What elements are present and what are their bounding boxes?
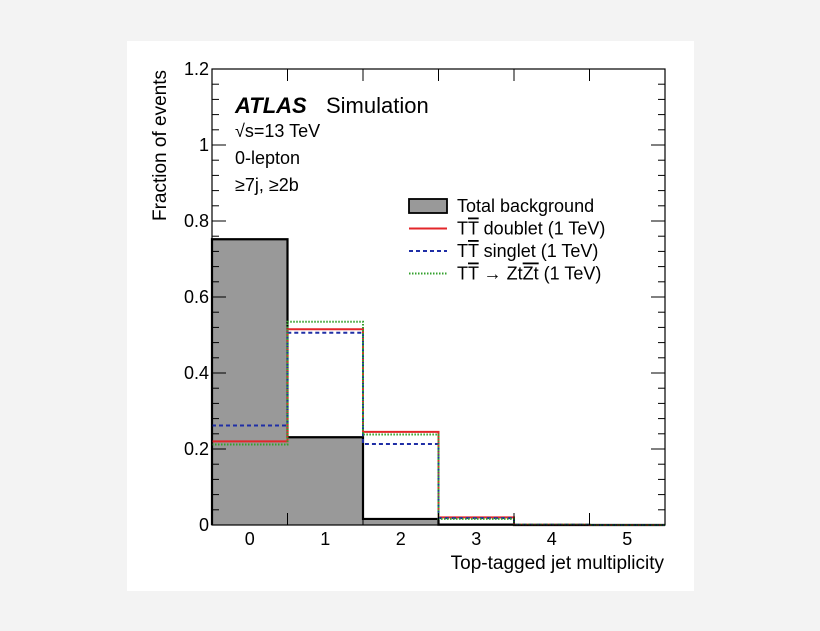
legend-entry-0: Total background <box>457 196 594 216</box>
atlas-annotation: ATLAS Simulation √s=13 TeV 0-lepton ≥7j,… <box>234 93 429 195</box>
energy-label: √s=13 TeV <box>235 121 320 141</box>
y-axis-title: Fraction of events <box>150 70 171 221</box>
legend-entry-3: TT → ZtZt (1 TeV) <box>457 264 601 284</box>
legend: Total background TT doublet (1 TeV)TT sin… <box>408 196 605 284</box>
simulation-label: Simulation <box>326 93 429 118</box>
selection-label: ≥7j, ≥2b <box>235 175 299 195</box>
axis-ticks <box>211 68 666 526</box>
background-bar-1 <box>287 437 363 525</box>
x-axis-title: Top-tagged jet multiplicity <box>451 553 665 574</box>
y-tick-label: 0.2 <box>184 439 209 459</box>
legend-entry-2: TT singlet (1 TeV) <box>457 241 598 261</box>
histogram-chart: 0 0.2 0.4 0.6 0.8 1 1.2 0 1 2 3 4 5 Fraction of even… <box>150 59 666 574</box>
background-bar-2 <box>363 518 439 525</box>
experiment-label: ATLAS <box>234 93 307 118</box>
x-tick-label: 3 <box>471 529 481 549</box>
histogram-bars <box>210 238 665 527</box>
y-tick-label: 0 <box>199 515 209 535</box>
y-tick-label: 0.4 <box>184 363 209 383</box>
y-tick-label: 1.2 <box>184 59 209 79</box>
tick-labels: 0 0.2 0.4 0.6 0.8 1 1.2 0 1 2 3 4 5 <box>184 59 632 549</box>
legend-swatch-0 <box>408 198 448 214</box>
x-tick-label: 4 <box>547 529 557 549</box>
x-tick-label: 0 <box>245 529 255 549</box>
x-tick-label: 2 <box>396 529 406 549</box>
x-tick-label: 5 <box>622 529 632 549</box>
legend-entry-1: TT doublet (1 TeV) <box>457 219 605 239</box>
channel-label: 0-lepton <box>235 148 300 168</box>
background-bar-0 <box>212 239 288 526</box>
y-tick-label: 1 <box>199 135 209 155</box>
y-tick-label: 0.8 <box>184 211 209 231</box>
x-tick-label: 1 <box>320 529 330 549</box>
y-tick-label: 0.6 <box>184 287 209 307</box>
figure-card: 0 0.2 0.4 0.6 0.8 1 1.2 0 1 2 3 4 5 Fraction of even… <box>127 41 694 591</box>
